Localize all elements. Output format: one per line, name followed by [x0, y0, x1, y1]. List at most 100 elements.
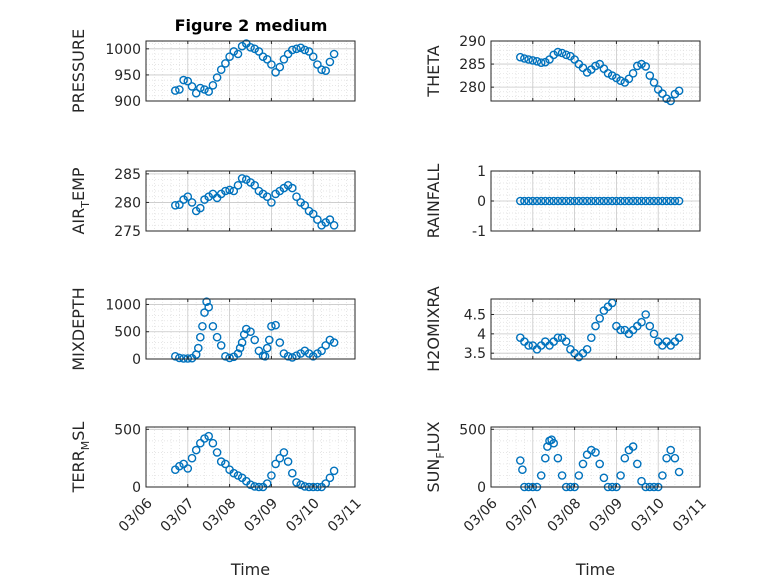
data-point: [674, 333, 684, 343]
data-point: [317, 65, 326, 74]
x-tick-label: 03/09: [241, 495, 281, 535]
data-point: [267, 321, 276, 331]
data-point: [267, 471, 276, 480]
data-point: [308, 52, 318, 62]
data-point: [641, 62, 651, 71]
data-point: [221, 59, 230, 68]
data-point: [570, 196, 579, 206]
data-point: [229, 468, 239, 478]
data-point: [561, 196, 571, 206]
data-point: [262, 55, 272, 64]
data-point: [250, 44, 259, 54]
data-point: [271, 459, 280, 469]
data-point: [553, 47, 563, 57]
y-tick-label: 1: [477, 164, 486, 180]
data-point: [566, 196, 575, 206]
data-point: [200, 434, 209, 443]
series-points: [516, 196, 684, 206]
data-point: [300, 45, 310, 55]
data-point: [246, 327, 255, 337]
data-point: [292, 192, 301, 201]
data-point: [202, 297, 211, 307]
data-point: [275, 62, 285, 72]
data-point: [287, 183, 297, 193]
data-point: [254, 47, 264, 56]
data-point: [175, 85, 184, 94]
data-point: [200, 308, 209, 317]
x-tick-label: 03/07: [503, 495, 543, 535]
data-point: [204, 431, 213, 441]
data-point: [229, 47, 239, 56]
data-point: [557, 471, 567, 480]
data-point: [329, 49, 339, 59]
data-point: [633, 61, 642, 71]
x-tick-label: 03/06: [116, 495, 156, 535]
data-point: [235, 343, 245, 353]
data-point: [516, 52, 525, 62]
data-point: [264, 335, 274, 345]
x-axis-label: Time: [575, 560, 615, 579]
data-point: [225, 185, 234, 195]
data-point: [221, 351, 230, 361]
data-point: [279, 55, 289, 64]
series-points: [516, 47, 684, 106]
data-point: [524, 196, 533, 206]
data-point: [175, 353, 184, 363]
data-point: [603, 69, 613, 78]
y-tick-label: 950: [114, 68, 141, 84]
data-point: [237, 338, 247, 347]
data-point: [599, 64, 609, 73]
x-tick-label: 03/11: [325, 495, 365, 535]
y-axis-label: SUNFLUX: [424, 421, 447, 492]
data-point: [250, 180, 259, 190]
axes-box: [490, 298, 701, 360]
data-point: [624, 74, 634, 84]
data-point: [221, 459, 230, 469]
data-point: [528, 56, 538, 65]
data-point: [536, 58, 546, 68]
data-point: [216, 65, 226, 74]
y-tick-label: 4: [477, 327, 486, 343]
subplot-sun-flux: 0 500 03/06 03/07 03/08 03/09 03/10 03/11 Time SU…: [424, 421, 710, 579]
data-point: [599, 473, 609, 483]
data-point: [258, 52, 268, 62]
y-tick-label: 500: [459, 422, 486, 438]
data-point: [628, 69, 638, 78]
subplot-pressure: 900 950 1000 PRESSURE: [69, 29, 356, 113]
data-point: [287, 45, 297, 55]
data-point: [553, 453, 563, 463]
data-point: [329, 338, 339, 347]
data-point: [225, 52, 234, 62]
data-point: [233, 349, 243, 358]
data-point: [587, 333, 596, 343]
data-point: [195, 332, 205, 342]
data-point: [641, 310, 651, 319]
data-point: [649, 196, 659, 206]
data-point: [637, 317, 646, 327]
axes-box: [145, 298, 356, 360]
data-point: [304, 47, 314, 56]
data-point: [662, 196, 671, 206]
data-point: [516, 456, 525, 465]
data-point: [195, 203, 205, 213]
data-point: [574, 471, 584, 480]
y-tick-label: 285: [459, 57, 486, 73]
data-point: [212, 73, 222, 82]
data-point: [645, 71, 655, 80]
y-axis-label: H2OMIXRA: [424, 286, 443, 372]
data-point: [262, 192, 272, 201]
data-point: [275, 453, 285, 463]
data-point: [200, 85, 209, 94]
data-point: [300, 482, 310, 491]
data-point: [183, 192, 193, 201]
data-point: [233, 180, 243, 190]
x-tick-label: 03/10: [628, 495, 668, 535]
data-point: [637, 476, 646, 486]
data-point: [329, 466, 339, 476]
data-point: [208, 438, 218, 448]
data-point: [541, 453, 550, 463]
y-tick-label: 3.5: [464, 346, 486, 362]
y-tick-label: 285: [114, 167, 141, 183]
subplot-terr-msl: 0 500 03/06 03/07 03/08 03/09 03/10 03/11 Time TE…: [69, 422, 365, 579]
